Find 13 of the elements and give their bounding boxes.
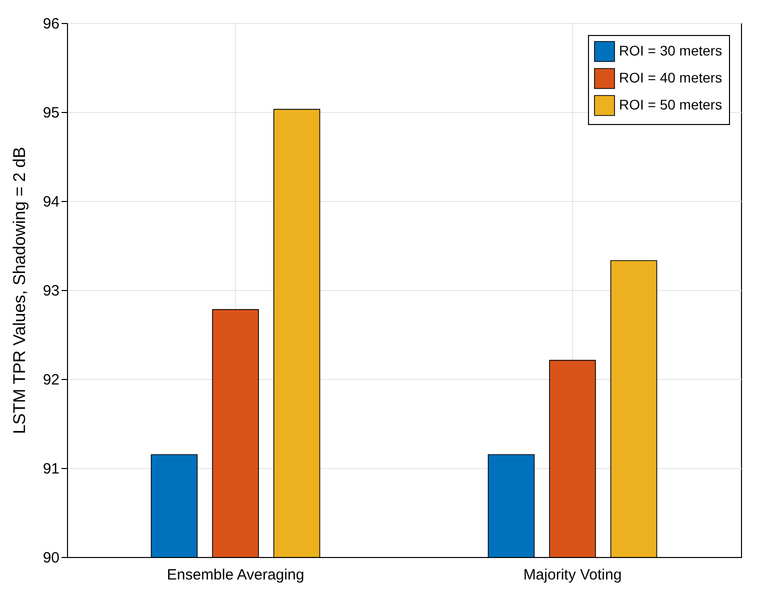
y-tick-label: 91 [42,460,60,478]
y-tick-label: 96 [42,16,60,32]
x-tick-label: Majority Voting [523,566,622,584]
x-tick-label: Ensemble Averaging [166,566,304,584]
y-tick-label: 92 [42,372,60,388]
y-tick-label: 94 [42,194,60,210]
y-tick-label: 95 [42,104,60,122]
legend-label: ROI = 40 meters [619,70,722,86]
legend-label: ROI = 50 meters [619,96,722,112]
y-axis-title: LSTM TPR Values, Shadowing = 2 dB [10,146,29,434]
legend-label: ROI = 30 meters [619,42,722,58]
y-tick-label: 90 [42,550,60,566]
y-tick-label: 93 [42,282,60,300]
